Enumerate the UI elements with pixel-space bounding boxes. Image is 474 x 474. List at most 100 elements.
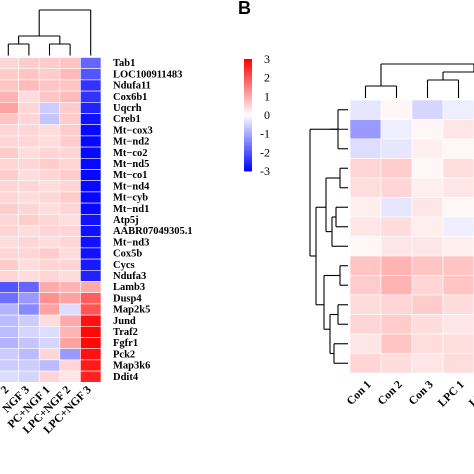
heatmap-cell <box>59 370 81 383</box>
row-label: Ndufa3 <box>113 271 146 282</box>
column-label: 2 <box>0 384 12 397</box>
heatmap-cell <box>80 113 102 125</box>
heatmap-cell <box>38 281 61 293</box>
colorbar-gradient-step <box>244 92 252 95</box>
heatmap-cell <box>380 333 413 354</box>
heatmap-cell <box>59 191 81 204</box>
heatmap-cell <box>18 258 40 271</box>
heatmap-cell <box>80 236 102 249</box>
heatmap-cell <box>18 269 40 282</box>
colorbar-gradient-step <box>244 137 252 140</box>
heatmap-cell <box>0 370 19 383</box>
row-label: Pck2 <box>113 349 135 360</box>
heatmap-cell <box>442 353 474 374</box>
heatmap-cell <box>80 202 102 215</box>
heatmap-cell <box>0 359 19 372</box>
heatmap-cell <box>0 102 19 114</box>
heatmap-cell <box>411 197 444 218</box>
heatmap-cell <box>38 68 61 81</box>
heatmap-cell <box>380 158 413 179</box>
heatmap-cell <box>0 124 19 137</box>
column-label: Con 2 <box>376 378 405 407</box>
heatmap-cell <box>38 247 61 260</box>
heatmap-cell <box>38 225 61 237</box>
heatmap-cell <box>59 225 81 237</box>
heatmap-cell <box>18 180 40 193</box>
heatmap-cell <box>80 314 102 327</box>
heatmap-cell <box>0 281 19 293</box>
heatmap-cell <box>80 359 102 372</box>
heatmap-cell <box>0 180 19 193</box>
heatmap-cell <box>0 169 19 181</box>
heatmap-cell <box>80 57 102 69</box>
heatmap-cell <box>380 216 413 237</box>
heatmap-cell <box>18 158 40 170</box>
colorbar-gradient-step <box>244 126 252 129</box>
heatmap-cell <box>349 333 382 354</box>
heatmap-cell <box>442 177 474 198</box>
row-label: Cox5b <box>113 249 142 260</box>
heatmap-cell <box>0 90 19 103</box>
heatmap-cell <box>80 325 102 338</box>
heatmap-cell <box>442 119 474 140</box>
colorbar-gradient-step <box>244 118 252 121</box>
colorbar-tick-label: -3 <box>260 164 270 178</box>
colorbar-gradient-step <box>244 73 252 77</box>
heatmap-cell <box>80 135 102 148</box>
heatmap-cell <box>0 348 19 361</box>
heatmap-cell <box>80 281 102 293</box>
heatmap-cell <box>411 216 444 237</box>
heatmap-cell <box>80 102 102 114</box>
heatmap-cell <box>18 191 40 204</box>
heatmap-cell <box>18 292 40 305</box>
colorbar-gradient-step <box>244 113 252 116</box>
heatmap-cell <box>349 197 382 218</box>
heatmap-cell <box>38 191 61 204</box>
heatmap-cell <box>80 370 102 383</box>
heatmap-cell <box>18 135 40 148</box>
heatmap-cell <box>0 202 19 215</box>
heatmap-cell <box>59 146 81 159</box>
heatmap-cell <box>0 135 19 148</box>
heatmap-cell <box>18 281 40 293</box>
heatmap-cell <box>349 275 382 296</box>
colorbar-gradient-step <box>244 83 252 86</box>
row-label: Mt−nd3 <box>113 237 149 248</box>
heatmap-cell <box>411 294 444 315</box>
row-label: Traf2 <box>113 327 138 338</box>
heatmap-cell <box>38 158 61 170</box>
colorbar-gradient-step <box>244 163 252 166</box>
heatmap-cell <box>442 255 474 276</box>
heatmap-cell <box>59 169 81 181</box>
heatmap-cell <box>0 269 19 282</box>
heatmap-cell <box>38 90 61 103</box>
colorbar-gradient-step <box>244 159 252 163</box>
colorbar-gradient-step <box>244 154 252 157</box>
heatmap-cell <box>349 294 382 315</box>
heatmap-cell <box>18 348 40 361</box>
colorbar-gradient-step <box>244 156 252 159</box>
heatmap-cell <box>442 333 474 354</box>
heatmap-cell <box>411 99 444 120</box>
heatmap-cell <box>38 370 61 383</box>
row-label: AABR07049305.1 <box>113 226 193 237</box>
right-row-dendrogram <box>309 109 348 364</box>
heatmap-cell <box>38 102 61 114</box>
colorbar-tick-label: -1 <box>260 127 270 141</box>
colorbar-gradient-step <box>244 64 252 67</box>
row-label: Atp5j <box>113 215 139 226</box>
heatmap-cell <box>0 225 19 237</box>
colorbar-gradient-step <box>244 79 252 82</box>
column-label: Con 3 <box>407 378 436 407</box>
colorbar-gradient-step <box>244 81 252 84</box>
heatmap-cell <box>80 169 102 181</box>
heatmap-cell <box>80 247 102 260</box>
colorbar-gradient-step <box>244 66 252 69</box>
heatmap-cell <box>349 138 382 159</box>
colorbar-gradient-step <box>244 133 252 136</box>
colorbar-gradient-step <box>244 85 252 88</box>
heatmap-cell <box>18 57 40 69</box>
heatmap-cell <box>38 325 61 338</box>
colorbar-gradient-step <box>244 94 252 97</box>
row-label: Uqcrh <box>113 103 142 114</box>
